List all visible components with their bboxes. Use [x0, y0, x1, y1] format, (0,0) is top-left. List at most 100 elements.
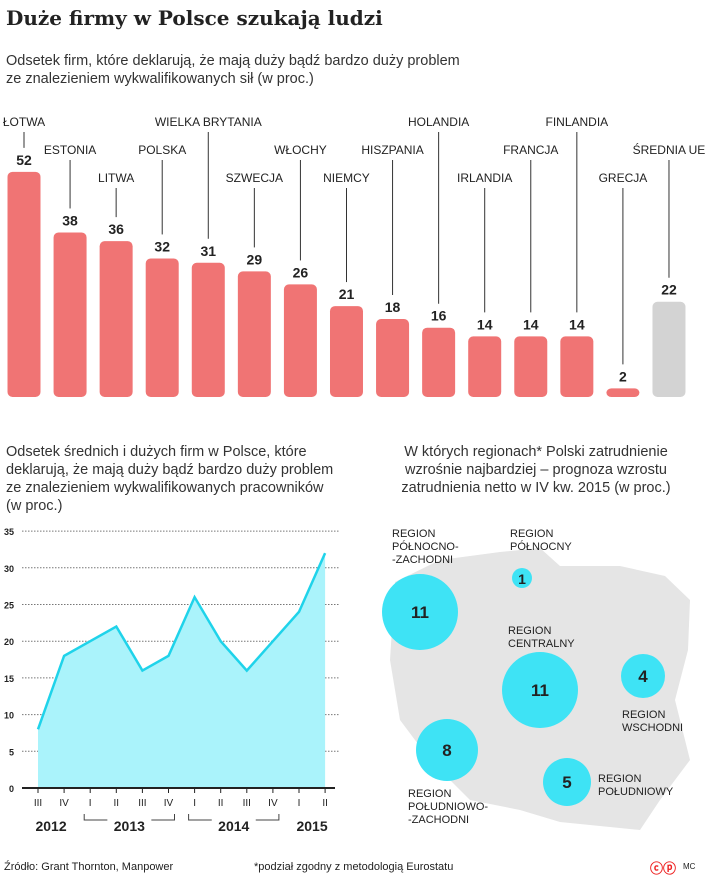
year-label: 2013 [114, 818, 145, 834]
value-label: 36 [108, 221, 124, 237]
area-fill [38, 553, 326, 788]
region-name: REGION [408, 788, 451, 800]
page-title: Duże firmy w Polsce szukają ludzi [6, 6, 383, 30]
bar [329, 306, 363, 397]
category-label: WIELKA BRYTANIA [155, 115, 262, 129]
value-label: 29 [247, 251, 263, 267]
region-bubble [543, 758, 591, 806]
category-label: HOLANDIA [408, 115, 469, 129]
value-label: 32 [154, 238, 170, 254]
value-label: 2 [619, 368, 627, 384]
y-tick-label: 10 [4, 711, 14, 721]
value-label: 14 [569, 316, 585, 332]
x-tick-label: III [34, 798, 42, 809]
category-label: POLSKA [138, 143, 186, 157]
x-tick-label: II [218, 798, 224, 809]
region-name: REGION [392, 528, 435, 540]
bar [237, 271, 271, 397]
value-label: 14 [523, 316, 539, 332]
x-tick-label: IV [59, 798, 69, 809]
bar [606, 388, 640, 397]
region-bubble [621, 654, 665, 698]
region-value: 5 [562, 773, 571, 792]
year-label: 2015 [296, 818, 327, 834]
bar [560, 336, 594, 397]
bar [468, 336, 502, 397]
y-tick-label: 5 [9, 747, 14, 757]
value-label: 18 [385, 299, 401, 315]
region-name: POŁUDNIOWY [598, 786, 674, 798]
y-tick-label: 15 [4, 674, 14, 684]
region-name: WSCHODNI [622, 722, 683, 734]
year-bracket [188, 814, 280, 821]
region-bubble [512, 568, 532, 588]
map-title: W których regionach* Polski zatrudnienie… [401, 444, 671, 496]
category-label: SZWECJA [226, 171, 283, 185]
poland-map [390, 548, 690, 830]
value-label: 22 [661, 282, 677, 298]
line-chart-title: Odsetek średnich i dużych firm w Polsce,… [6, 444, 334, 514]
bar [283, 284, 317, 397]
category-label: IRLANDIA [457, 171, 512, 185]
x-tick-label: II [114, 798, 120, 809]
value-label: 26 [293, 264, 309, 280]
x-tick-label: IV [164, 798, 174, 809]
y-tick-label: 25 [4, 601, 14, 611]
bar [652, 301, 686, 397]
year-label: 2012 [35, 818, 66, 834]
x-tick-label: IV [268, 798, 278, 809]
category-label: HISZPANIA [361, 143, 423, 157]
region-name: -ZACHODNI [408, 814, 469, 826]
x-tick-label: I [89, 798, 92, 809]
category-label: GRECJA [599, 171, 648, 185]
category-label: FINLANDIA [545, 115, 608, 129]
region-name: PÓŁNOCNY [510, 540, 572, 553]
region-name: REGION [510, 528, 553, 540]
region-name: REGION [508, 625, 551, 637]
region-value: 11 [411, 603, 429, 622]
bar [99, 241, 133, 397]
value-label: 21 [339, 286, 355, 302]
region-name: REGION [622, 709, 665, 721]
bar [422, 327, 456, 397]
y-tick-label: 20 [4, 637, 14, 647]
category-label: LITWA [98, 171, 134, 185]
x-tick-label: II [322, 798, 328, 809]
region-value: 11 [531, 681, 549, 700]
value-label: 38 [62, 212, 78, 228]
region-bubble [502, 652, 578, 728]
subtitle: Odsetek firm, które deklarują, że mają d… [6, 52, 460, 88]
region-name: POŁUDNIOWO- [408, 801, 488, 813]
category-label: ŁOTWA [3, 115, 45, 129]
value-label: 31 [200, 243, 216, 259]
x-tick-label: III [243, 798, 251, 809]
region-value: 1 [518, 571, 526, 587]
region-name: PÓŁNOCNO- [392, 540, 459, 553]
x-tick-label: III [138, 798, 146, 809]
bar-chart: 52 ŁOTWA 38 ESTONIA 36 LITWA 32 POLSKA 31 WIELKA … [3, 115, 705, 397]
bar [53, 232, 87, 397]
source: Źródło: Grant Thornton, Manpower [4, 861, 174, 873]
subtitle-line: ze znalezieniem wykwalifikowanych sił (w… [6, 71, 314, 87]
region-name: CENTRALNY [508, 638, 575, 650]
year-label: 2014 [218, 818, 249, 834]
logo: ⓒⓟ [650, 861, 677, 876]
author: MC [683, 862, 696, 871]
region-bubble [382, 574, 458, 650]
year-bracket [83, 814, 175, 821]
region-bubble [416, 719, 478, 781]
subtitle-line: Odsetek firm, które deklarują, że mają d… [6, 53, 460, 69]
category-label: ESTONIA [44, 143, 96, 157]
bar [7, 171, 41, 397]
value-label: 14 [477, 316, 493, 332]
region-name: -ZACHODNI [392, 554, 453, 566]
y-tick-label: 0 [9, 784, 14, 794]
bar [376, 319, 410, 397]
x-tick-label: I [193, 798, 196, 809]
bar [514, 336, 548, 397]
category-label: FRANCJA [503, 143, 558, 157]
region-name: REGION [598, 773, 641, 785]
bar [191, 262, 225, 397]
value-label: 16 [431, 308, 447, 324]
